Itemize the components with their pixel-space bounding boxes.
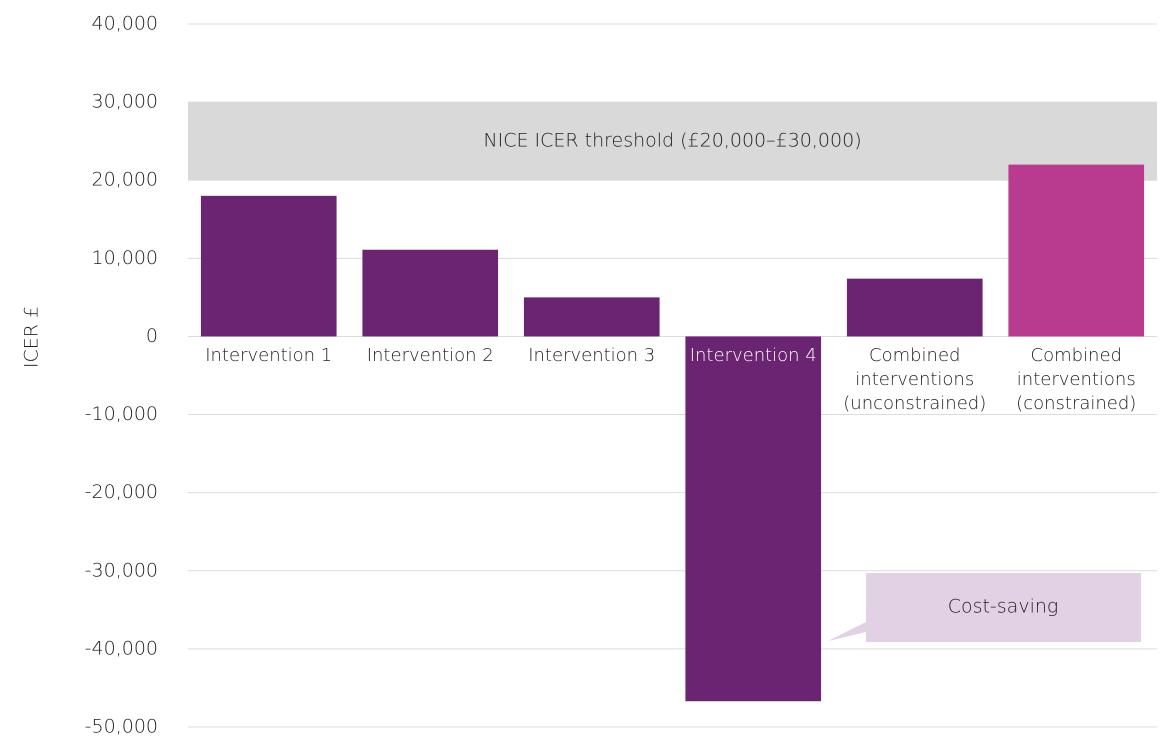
x-tick-label: Intervention 1	[205, 345, 333, 367]
bar	[1008, 164, 1145, 337]
y-tick-label: -20,000	[85, 481, 158, 503]
y-tick-label: -40,000	[85, 637, 158, 659]
y-tick-label: -30,000	[85, 559, 158, 581]
callout	[828, 573, 1141, 642]
bar	[846, 278, 983, 337]
bar	[200, 195, 337, 337]
bar	[523, 297, 660, 337]
bar	[362, 249, 499, 337]
y-axis-label: ICER £	[21, 306, 43, 368]
y-tick-label: 20,000	[92, 169, 158, 191]
y-tick-label: 10,000	[92, 247, 158, 269]
x-tick-label: Combined interventions (constrained)	[1016, 345, 1137, 415]
annotation-label: Cost-saving	[948, 596, 1059, 618]
x-tick-label: Combined interventions (unconstrained)	[843, 345, 987, 415]
x-tick-label: Intervention 4	[689, 345, 817, 367]
x-tick-label: Intervention 3	[528, 345, 656, 367]
y-tick-label: -50,000	[85, 716, 158, 738]
y-tick-label: 0	[146, 325, 158, 347]
threshold-band	[188, 102, 1157, 181]
bar	[685, 336, 822, 702]
y-tick-label: 30,000	[92, 91, 158, 113]
x-tick-label: Intervention 2	[366, 345, 494, 367]
y-tick-label: -10,000	[85, 403, 158, 425]
y-tick-label: 40,000	[92, 13, 158, 35]
threshold-label: NICE ICER threshold (£20,000–£30,000)	[483, 130, 861, 152]
